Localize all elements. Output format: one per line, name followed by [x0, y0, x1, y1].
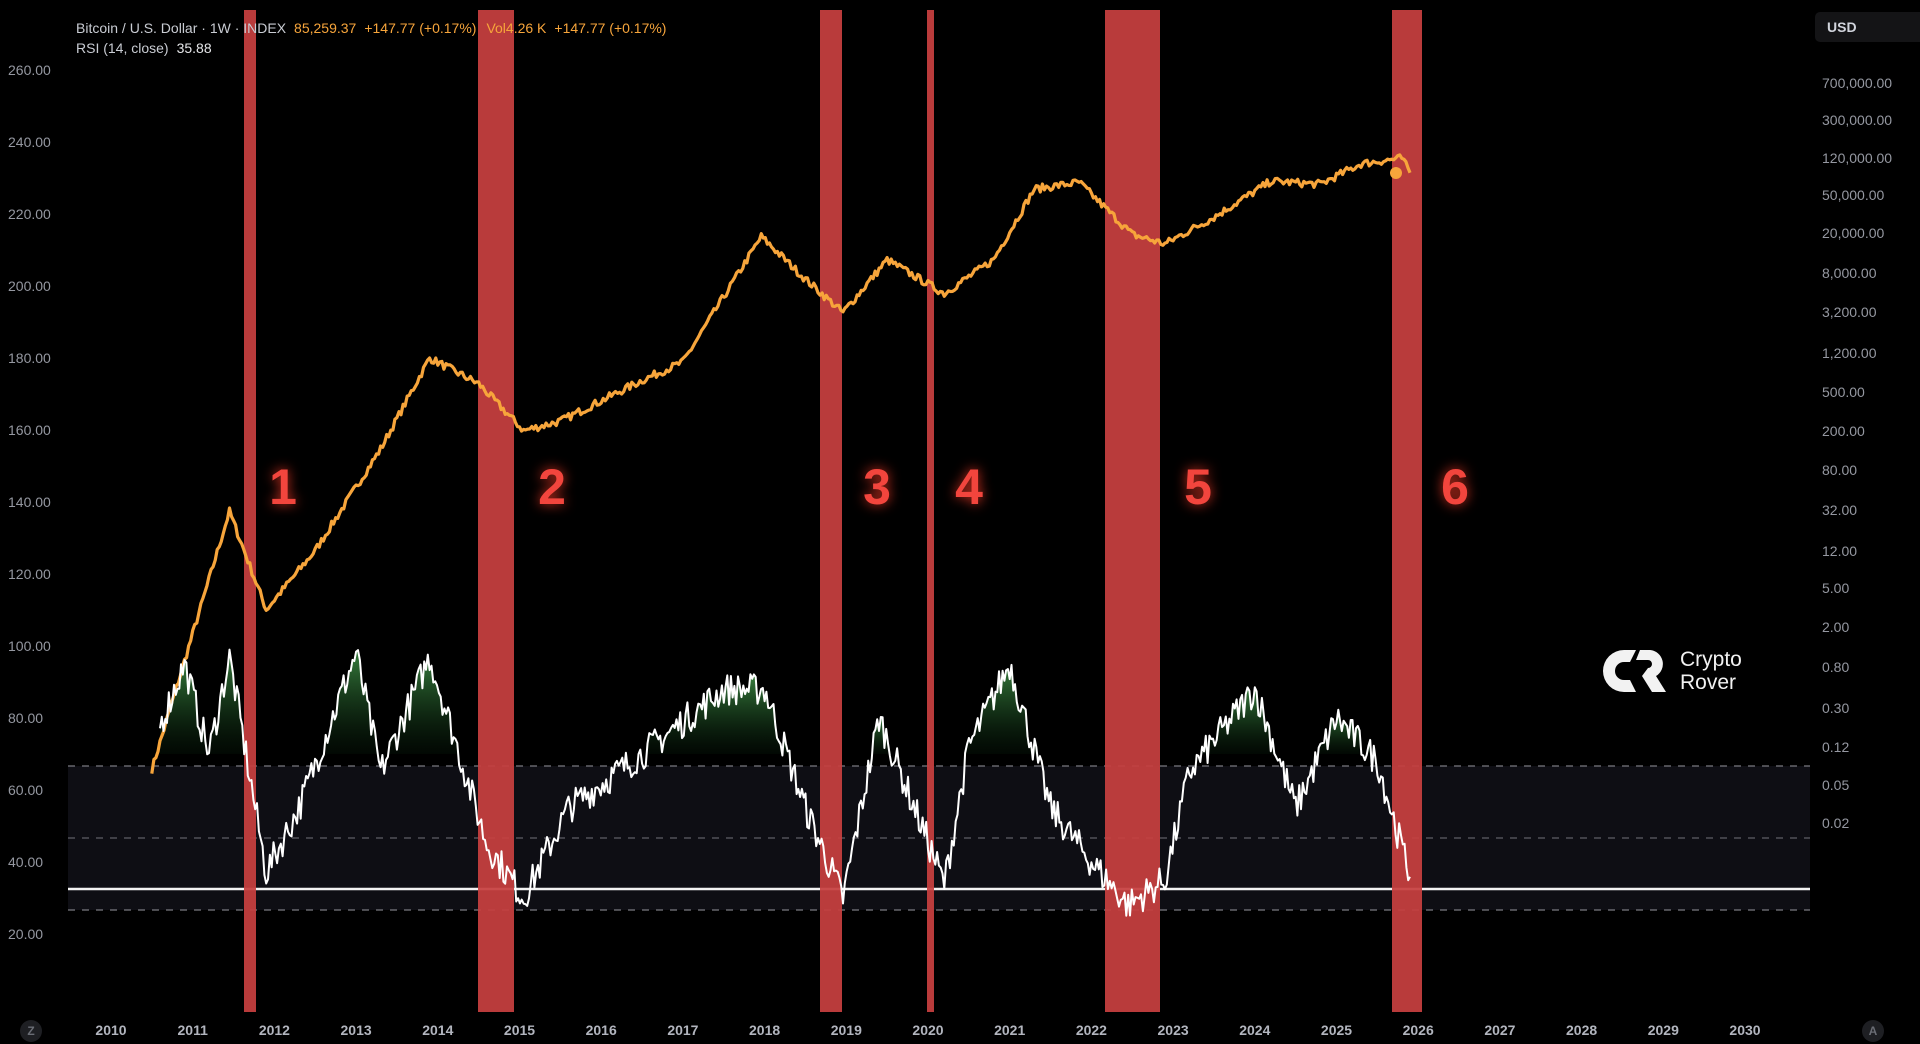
left-axis-tick: 260.00 — [8, 62, 51, 78]
price-line — [150, 153, 1412, 774]
left-axis-tick: 160.00 — [8, 422, 51, 438]
zone-label-5: 5 — [1184, 459, 1212, 515]
last-price: 85,259.37 — [294, 20, 357, 36]
time-axis-tick: 2018 — [749, 1022, 781, 1038]
right-axis-tick: 5.00 — [1822, 580, 1850, 596]
highlight-band-2 — [478, 10, 514, 1012]
time-axis-tick: 2022 — [1075, 1022, 1107, 1038]
left-axis-tick: 240.00 — [8, 134, 51, 150]
right-axis-tick: 700,000.00 — [1822, 75, 1893, 91]
zone-label-6: 6 — [1441, 459, 1469, 515]
volume-label: Vol — [486, 20, 506, 36]
right-axis-tick: 1,200.00 — [1822, 345, 1877, 361]
right-axis-tick: 0.12 — [1822, 739, 1850, 755]
right-axis-tick: 0.30 — [1822, 700, 1850, 716]
auto-scale-button[interactable]: A — [1862, 1020, 1884, 1042]
time-axis-tick: 2010 — [95, 1022, 127, 1038]
right-axis-tick: 8,000.00 — [1822, 265, 1877, 281]
right-axis-tick: 80.00 — [1822, 462, 1858, 478]
right-axis-tick: 2.00 — [1822, 619, 1850, 635]
chart-legend: Bitcoin / U.S. Dollar · 1W · INDEX 85,259… — [76, 18, 666, 58]
brand-line-1: Crypto — [1680, 648, 1742, 671]
right-axis-tick: 500.00 — [1822, 384, 1865, 400]
right-axis-tick: 3,200.00 — [1822, 304, 1877, 320]
time-axis-tick: 2020 — [912, 1022, 944, 1038]
symbol-label: Bitcoin / U.S. Dollar · 1W · INDEX — [76, 20, 287, 36]
time-axis-tick: 2017 — [667, 1022, 699, 1038]
volume-value: 4.26 K — [505, 20, 547, 36]
time-axis-tick: 2028 — [1566, 1022, 1598, 1038]
left-axis-tick: 120.00 — [8, 566, 51, 582]
time-axis-tick: 2030 — [1729, 1022, 1761, 1038]
left-axis-tick: 80.00 — [8, 710, 44, 726]
cr-logo-icon — [1603, 650, 1666, 692]
rsi-overbought-fill — [647, 674, 781, 754]
time-axis-tick: 2011 — [177, 1022, 208, 1038]
time-axis-tick: 2027 — [1484, 1022, 1516, 1038]
highlight-band-3 — [820, 10, 842, 1012]
right-axis-tick: 120,000.00 — [1822, 150, 1893, 166]
crypto-rover-logo: Crypto Rover — [1602, 648, 1742, 694]
zone-label-4: 4 — [955, 459, 983, 515]
volume-change: +147.77 (+0.17%) — [554, 20, 667, 36]
rsi-overbought-fill — [873, 717, 889, 754]
left-axis-tick: 140.00 — [8, 494, 51, 510]
zone-label-1: 1 — [269, 459, 297, 515]
highlight-bands — [244, 10, 1422, 1012]
rsi-line — [159, 648, 1411, 917]
last-price-marker — [1390, 167, 1402, 179]
time-axis-tick: 2024 — [1239, 1022, 1271, 1038]
right-axis-tick: 0.80 — [1822, 659, 1850, 675]
rsi-label: RSI (14, close) — [76, 40, 169, 56]
right-axis-tick: 50,000.00 — [1822, 187, 1885, 203]
right-axis-tick: 12.00 — [1822, 543, 1858, 559]
highlight-band-5 — [1105, 10, 1160, 1012]
time-axis-tick: 2025 — [1320, 1022, 1353, 1038]
rsi-overbought-fill — [209, 649, 243, 754]
zoom-reset-button[interactable]: Z — [20, 1020, 42, 1042]
currency-button[interactable]: USD — [1815, 12, 1920, 42]
left-axis-tick: 200.00 — [8, 278, 51, 294]
left-axis-tick: 180.00 — [8, 350, 51, 366]
highlight-band-4 — [927, 10, 934, 1012]
left-axis-tick: 60.00 — [8, 782, 44, 798]
rsi-overbought-fill — [325, 650, 377, 754]
time-axis-tick: 2012 — [258, 1022, 290, 1038]
time-axis-tick: 2026 — [1402, 1022, 1434, 1038]
left-axis-tick: 220.00 — [8, 206, 51, 222]
left-axis-tick: 40.00 — [8, 854, 44, 870]
price-change: +147.77 (+0.17%) — [364, 20, 477, 36]
time-axis-tick: 2015 — [503, 1022, 536, 1038]
rsi-value: 35.88 — [176, 40, 212, 56]
rsi-legend-row[interactable]: RSI (14, close) 35.88 — [76, 38, 666, 58]
time-axis-tick: 2029 — [1647, 1022, 1679, 1038]
right-axis-tick: 300,000.00 — [1822, 112, 1893, 128]
rsi-overbought-fill — [784, 732, 790, 754]
price-legend-row[interactable]: Bitcoin / U.S. Dollar · 1W · INDEX 85,259… — [76, 18, 666, 38]
zone-label-2: 2 — [538, 459, 566, 515]
right-axis-tick: 0.05 — [1822, 777, 1850, 793]
zone-label-3: 3 — [863, 459, 891, 515]
rsi-overbought-fill — [1209, 687, 1275, 754]
rsi-overbought-fill — [160, 660, 206, 754]
time-axis-tick: 2021 — [994, 1022, 1026, 1038]
time-axis-tick: 2019 — [830, 1022, 862, 1038]
left-axis-tick: 100.00 — [8, 638, 51, 654]
right-axis-tick: 20,000.00 — [1822, 225, 1885, 241]
rsi-overbought-fill — [389, 654, 458, 754]
time-axis-tick: 2013 — [340, 1022, 372, 1038]
right-axis-tick: 200.00 — [1822, 423, 1865, 439]
time-axis-tick: 2016 — [585, 1022, 617, 1038]
right-axis-tick: 0.02 — [1822, 815, 1850, 831]
time-axis-tick: 2023 — [1157, 1022, 1189, 1038]
right-axis-tick: 32.00 — [1822, 502, 1858, 518]
brand-line-2: Rover — [1680, 671, 1737, 694]
time-axis-tick: 2014 — [422, 1022, 454, 1038]
highlight-band-1 — [244, 10, 256, 1012]
highlight-band-6 — [1392, 10, 1422, 1012]
left-axis-tick: 20.00 — [8, 926, 44, 942]
